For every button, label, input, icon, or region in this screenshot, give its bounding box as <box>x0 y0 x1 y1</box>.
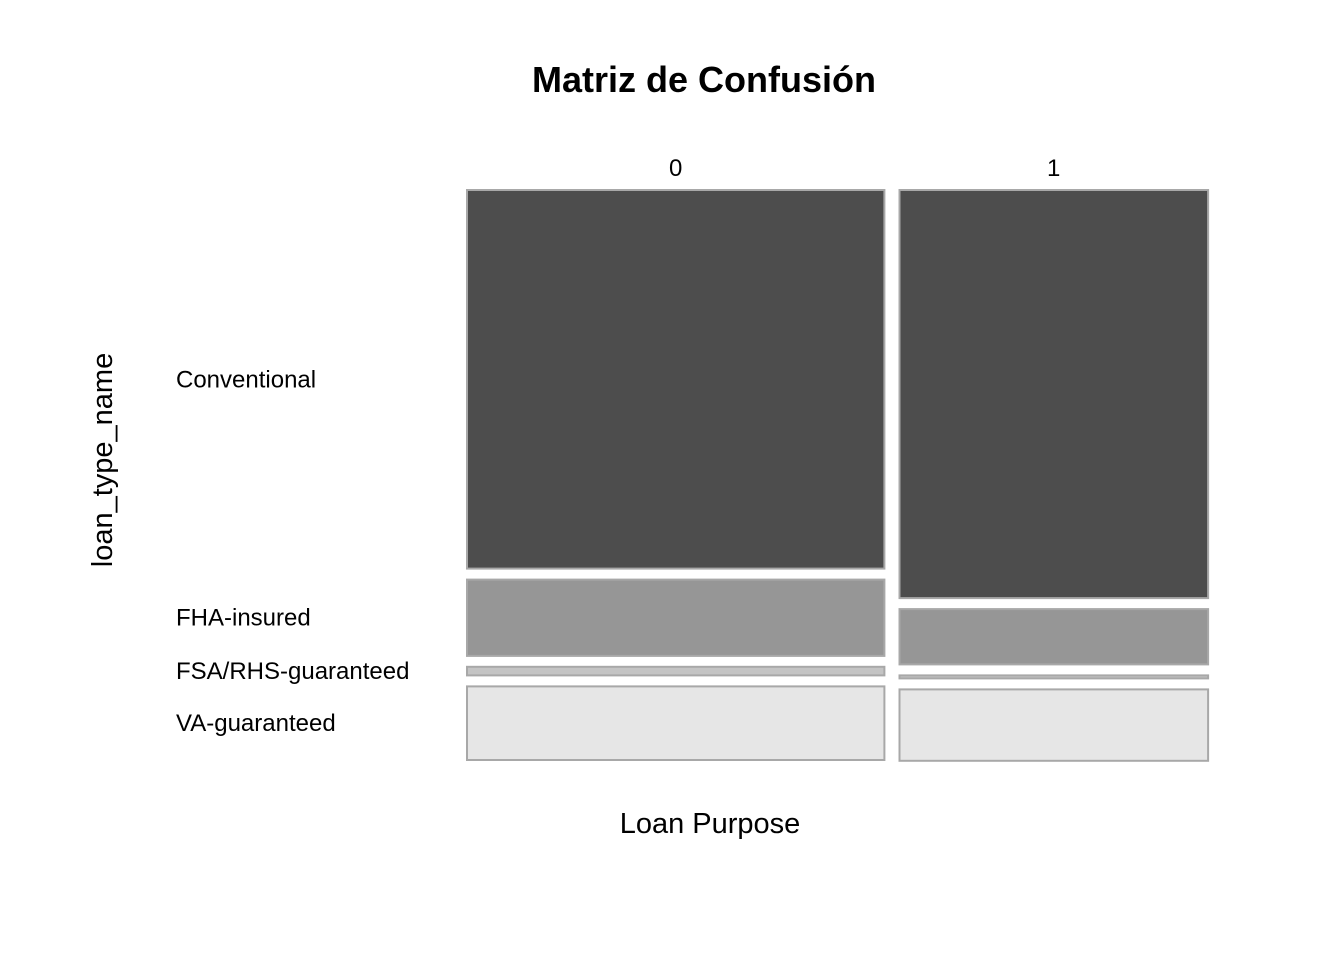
tile-1-conventional <box>898 189 1210 600</box>
tile-0-conventional <box>466 189 886 570</box>
mosaic-tiles <box>466 189 1210 762</box>
tile-1-va-guaranteed <box>898 688 1210 762</box>
y-tick-label-va-guaranteed: VA-guaranteed <box>176 710 336 737</box>
x-tick-label-0: 0 <box>669 155 682 182</box>
y-tick-label-fha-insured: FHA-insured <box>176 605 311 632</box>
tile-0-fsa-rhs-guaranteed <box>466 665 886 677</box>
y-axis-title: loan_type_name <box>87 353 119 567</box>
tile-0-fha-insured <box>466 578 886 657</box>
chart-title: Matriz de Confusión <box>532 59 876 100</box>
tile-0-va-guaranteed <box>466 685 886 762</box>
tile-1-fsa-rhs-guaranteed <box>898 674 1210 680</box>
tile-1-fha-insured <box>898 608 1210 666</box>
x-tick-label-1: 1 <box>1047 155 1060 182</box>
y-tick-label-conventional: Conventional <box>176 366 316 393</box>
y-tick-label-fsa-rhs-guaranteed: FSA/RHS-guaranteed <box>176 658 409 685</box>
y-tick-labels: Conventional FHA-insured FSA/RHS-guarantee… <box>176 366 409 737</box>
x-axis-title: Loan Purpose <box>620 808 801 840</box>
